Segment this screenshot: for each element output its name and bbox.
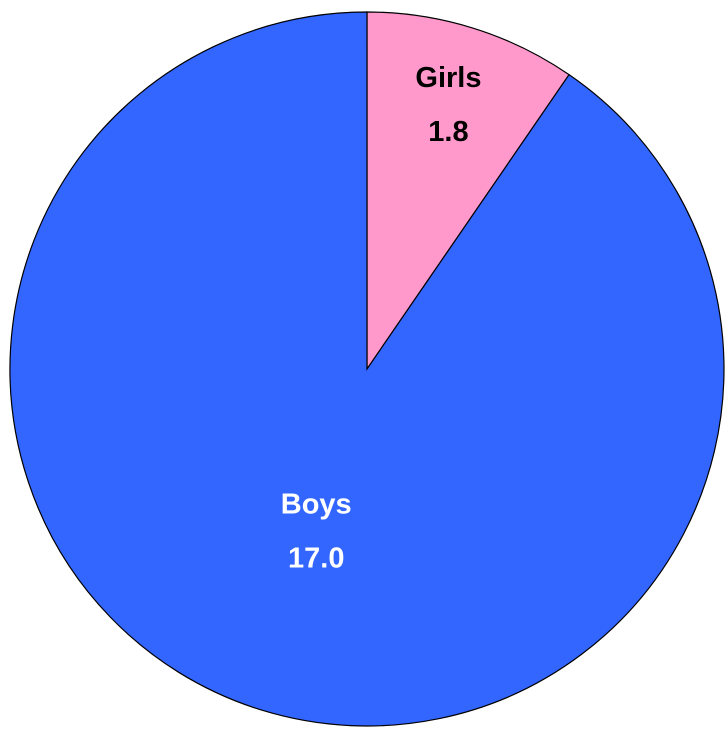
pie-slice [366,11,570,371]
slice-value-label: 1.8 [428,116,468,148]
slice-label: Boys [281,488,352,520]
slice-value-label: 17.0 [288,542,344,574]
pie-slice [9,11,725,727]
slice-label: Girls [415,62,481,94]
